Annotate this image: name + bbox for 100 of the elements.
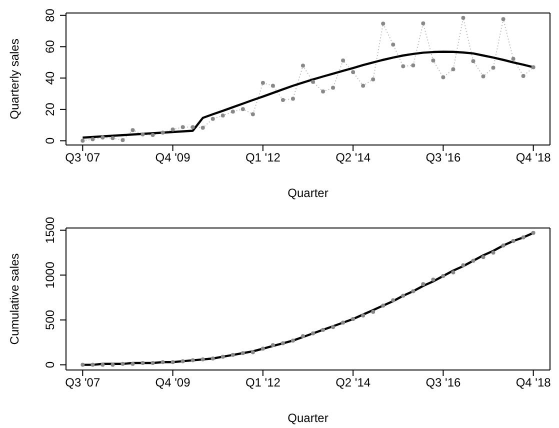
y-tick-label: 1500 [43, 216, 57, 244]
x-tick-label: Q2 '14 [336, 376, 371, 390]
point [501, 17, 506, 22]
point [240, 351, 245, 356]
point [481, 255, 486, 260]
point [341, 320, 346, 325]
point [461, 263, 466, 268]
point [80, 362, 85, 367]
point [331, 86, 336, 90]
point [521, 235, 526, 240]
point [210, 116, 215, 121]
point [391, 42, 396, 47]
point [441, 75, 446, 80]
point [160, 130, 165, 135]
point [290, 338, 295, 343]
point [421, 21, 426, 26]
point [130, 362, 135, 366]
point [441, 274, 446, 278]
point [321, 328, 326, 332]
point [381, 22, 386, 26]
point [120, 362, 125, 366]
x-tick-label: Q4 '09 [155, 376, 191, 390]
point [300, 334, 305, 338]
point [421, 282, 426, 286]
point [341, 58, 346, 62]
point [240, 107, 245, 112]
y-tick-label: 0 [43, 361, 57, 368]
point [280, 341, 285, 346]
point [90, 362, 95, 367]
point [270, 343, 275, 348]
point [140, 361, 145, 366]
y-tick-label: 500 [43, 310, 57, 330]
point [80, 138, 85, 143]
point [471, 258, 476, 263]
point [401, 64, 406, 68]
point [451, 270, 456, 274]
point [170, 127, 175, 132]
point [531, 230, 536, 235]
x-axis-title: Quarter [288, 186, 328, 200]
x-tick-label: Q2 '14 [336, 150, 371, 165]
point [331, 325, 336, 330]
point [391, 298, 396, 302]
point [220, 114, 225, 118]
point [90, 137, 95, 142]
point [190, 125, 195, 130]
point [461, 16, 466, 20]
point [491, 66, 496, 70]
point [411, 63, 416, 68]
y-axis-title: Quarterly sales [7, 38, 22, 120]
point [311, 331, 316, 336]
point [431, 58, 436, 62]
point [160, 360, 165, 364]
point [311, 80, 316, 84]
point [371, 77, 376, 82]
x-tick-label: Q3 '16 [426, 150, 462, 165]
point [260, 80, 265, 85]
point [401, 294, 406, 298]
x-tick-label: Q1 '12 [245, 376, 281, 390]
point [210, 356, 215, 361]
point [431, 278, 436, 282]
x-tick-label: Q3 '07 [65, 376, 100, 390]
point [361, 313, 366, 318]
point [250, 350, 255, 354]
point [140, 132, 145, 136]
y-tick-label: 20 [43, 102, 57, 116]
point [351, 70, 356, 74]
point [250, 112, 255, 116]
y-tick-label: 0 [43, 137, 57, 144]
point [290, 96, 295, 101]
point [280, 98, 285, 102]
x-tick-label: Q4 '09 [155, 150, 191, 165]
point [451, 67, 456, 72]
point [110, 362, 115, 367]
point [371, 310, 376, 314]
y-tick-label: 1000 [43, 261, 57, 288]
y-axis-title: Cumulative sales [7, 253, 22, 345]
point [150, 361, 155, 366]
point [351, 317, 356, 322]
point [521, 74, 526, 78]
point [230, 110, 235, 114]
point [471, 59, 476, 64]
point [150, 132, 155, 137]
point [110, 136, 115, 140]
point [180, 359, 185, 364]
point [200, 357, 205, 362]
point [381, 304, 386, 308]
point [230, 352, 235, 357]
x-tick-label: Q3 '07 [65, 150, 100, 165]
point [170, 360, 175, 364]
point [200, 126, 205, 130]
point [130, 128, 135, 132]
point [120, 138, 125, 142]
x-tick-label: Q1 '12 [245, 150, 281, 165]
x-tick-label: Q3 '16 [426, 376, 462, 390]
point [270, 84, 275, 88]
point [501, 243, 506, 248]
x-tick-label: Q4 '18 [516, 376, 552, 390]
point [220, 354, 225, 359]
point [321, 90, 326, 94]
point [361, 84, 366, 88]
